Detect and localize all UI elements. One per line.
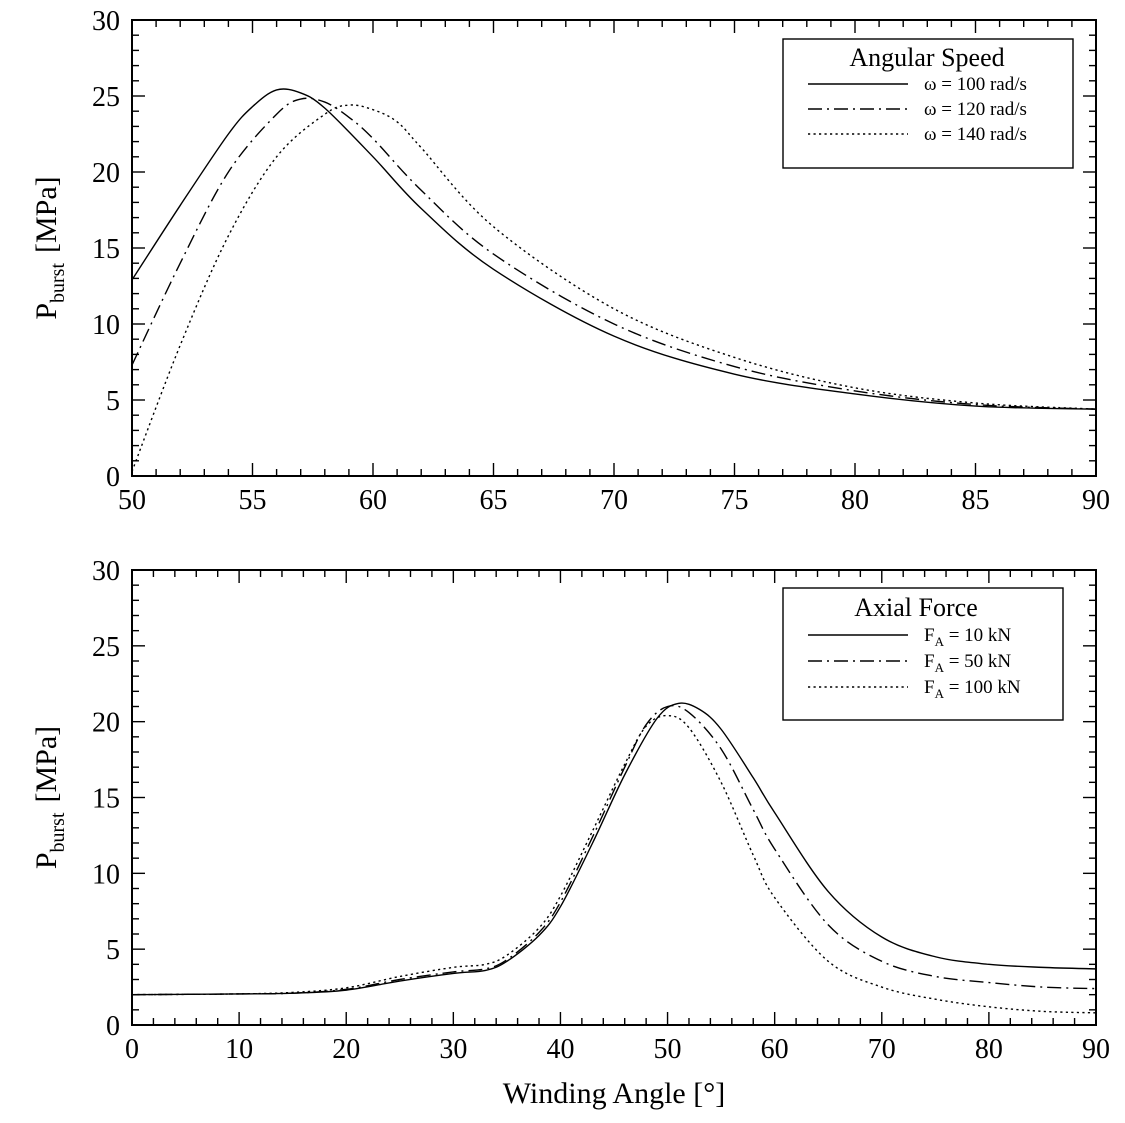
- x-tick-label: 20: [332, 1034, 360, 1065]
- x-tick-label: 60: [761, 1034, 789, 1065]
- legend-entry-main: ω = 100 rad/s: [924, 74, 1027, 95]
- series-line-3: [132, 104, 1096, 472]
- x-tick-label: 40: [546, 1034, 574, 1065]
- y-tick-label: 15: [92, 234, 120, 265]
- x-tick-label: 50: [654, 1034, 682, 1065]
- legend-title: Axial Force: [854, 593, 977, 622]
- legend-entry-3: ω = 140 rad/s: [924, 124, 1027, 145]
- legend-title: Angular Speed: [849, 43, 1004, 72]
- legend-entry-1: ω = 100 rad/s: [924, 74, 1027, 95]
- series-line-2: [132, 97, 1096, 410]
- legend-entry-sub: A: [935, 660, 945, 675]
- y-axis-label-base: P: [30, 852, 63, 869]
- legend-entry-main: F: [924, 651, 935, 672]
- series-line-1: [132, 702, 1096, 996]
- y-axis-label-unit: [MPa]: [30, 176, 63, 253]
- y-tick-label: 10: [92, 859, 120, 890]
- x-tick-label: 0: [125, 1034, 139, 1065]
- x-tick-label: 60: [359, 485, 387, 516]
- x-tick-label: 65: [480, 485, 508, 516]
- x-tick-label: 30: [439, 1034, 467, 1065]
- angular-speed-panel: 50 55 60 65 70 75 80 85 90 0 5 10 15 20 25 30 Pburst [MPa…: [30, 6, 1110, 516]
- legend-entry-main: ω = 120 rad/s: [924, 99, 1027, 120]
- y-axis-label-base: P: [30, 303, 63, 320]
- legend-entry-sub: A: [935, 634, 945, 649]
- x-tick-label: 80: [975, 1034, 1003, 1065]
- y-tick-label: 20: [92, 158, 120, 189]
- legend-entry-main: ω = 140 rad/s: [924, 124, 1027, 145]
- legend-entry-2: ω = 120 rad/s: [924, 99, 1027, 120]
- y-axis-label-sub: burst: [47, 263, 69, 303]
- y-axis-label: Pburst [MPa]: [30, 726, 69, 869]
- y-tick-label: 30: [92, 6, 120, 37]
- series-group: [132, 88, 1096, 472]
- legend-entry-3: FA = 100 kN: [924, 677, 1021, 701]
- x-tick-label: 80: [841, 485, 869, 516]
- x-tick-label: 55: [239, 485, 267, 516]
- legend-box: [782, 38, 1074, 169]
- y-tick-label: 20: [92, 708, 120, 739]
- y-axis-label-unit: [MPa]: [30, 726, 63, 803]
- x-tick-label: 75: [721, 485, 749, 516]
- legend-entry-tail: = 100 kN: [944, 677, 1021, 698]
- x-axis-label: Winding Angle [°]: [503, 1077, 725, 1110]
- legend-entry-tail: = 50 kN: [944, 651, 1011, 672]
- legend-box: [782, 587, 1064, 721]
- legend-entry-main: F: [924, 625, 935, 646]
- series-line-3: [132, 714, 1096, 1014]
- x-tick-label: 70: [868, 1034, 896, 1065]
- y-axis-label-sub: burst: [47, 812, 69, 852]
- y-tick-label: 25: [92, 632, 120, 663]
- x-tick-label: 90: [1082, 485, 1110, 516]
- x-tick-label: 90: [1082, 1034, 1110, 1065]
- x-tick-label: 10: [225, 1034, 253, 1065]
- legend-entry-sub: A: [935, 686, 945, 701]
- y-tick-label: 0: [106, 462, 120, 493]
- legend-entry-main: F: [924, 677, 935, 698]
- series-group: [132, 702, 1096, 1014]
- y-tick-label: 25: [92, 82, 120, 113]
- series-line-1: [132, 88, 1096, 410]
- y-tick-label: 10: [92, 310, 120, 341]
- x-tick-label: 70: [600, 485, 628, 516]
- legend-entry-1: FA = 10 kN: [924, 625, 1011, 649]
- series-line-2: [132, 704, 1096, 996]
- x-tick-label: 50: [118, 485, 146, 516]
- y-axis-label: Pburst [MPa]: [30, 176, 69, 319]
- y-tick-label: 30: [92, 556, 120, 587]
- y-tick-label: 15: [92, 784, 120, 815]
- y-tick-label: 0: [106, 1011, 120, 1042]
- y-tick-label: 5: [106, 935, 120, 966]
- axial-force-panel: 0 10 20 30 40 50 60 70 80 90 0 5 10 15 20 25 30 Pburst [MP…: [30, 556, 1110, 1110]
- y-tick-label: 5: [106, 386, 120, 417]
- legend-entry-tail: = 10 kN: [944, 625, 1011, 646]
- legend-entry-2: FA = 50 kN: [924, 651, 1011, 675]
- x-tick-label: 85: [962, 485, 990, 516]
